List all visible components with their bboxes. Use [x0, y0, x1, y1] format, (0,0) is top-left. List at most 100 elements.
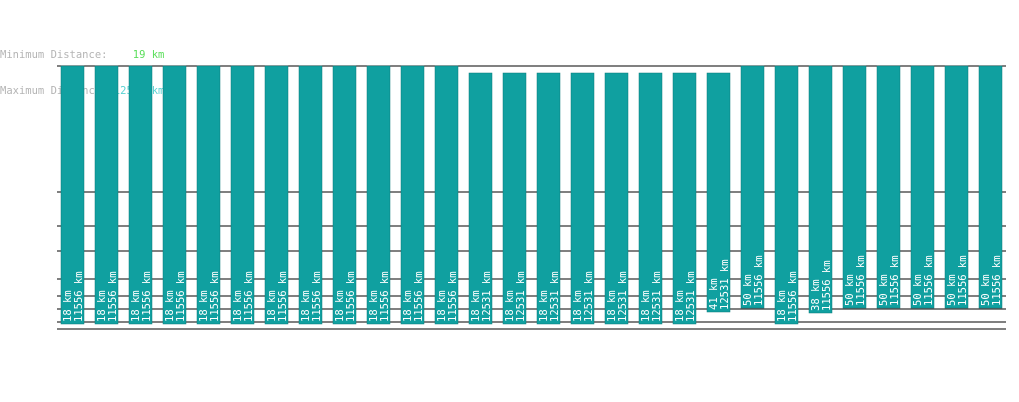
bar: 18 km 11556 km — [434, 65, 459, 325]
bar: 50 km 11556 km — [740, 65, 765, 309]
bar-high-label: 11556 km — [787, 271, 799, 322]
bar-rect — [842, 65, 867, 309]
bar-low-label: 18 km — [402, 290, 414, 322]
bar-high-label: 11556 km — [447, 271, 459, 322]
bar-rect — [298, 65, 323, 325]
bar-low-label: 18 km — [232, 290, 244, 322]
bar: 18 km 11556 km — [162, 65, 187, 325]
bar-low-label: 50 km — [742, 274, 754, 306]
bar: 18 km 11556 km — [94, 65, 119, 325]
bar-rect — [706, 72, 731, 313]
bar-high-label: 11556 km — [379, 271, 391, 322]
bar-high-label: 12531 km — [719, 259, 731, 310]
bar-rect — [400, 65, 425, 325]
bar-low-label: 50 km — [946, 274, 958, 306]
bar-low-label: 18 km — [470, 290, 482, 322]
bar-high-label: 11556 km — [753, 255, 765, 306]
bar-rect — [94, 65, 119, 325]
bar-rect — [332, 65, 357, 325]
bar-high-label: 12531 km — [651, 271, 663, 322]
bar: 18 km 12531 km — [468, 72, 493, 325]
bar-low-label: 18 km — [572, 290, 584, 322]
bar-low-label: 18 km — [538, 290, 550, 322]
bar-high-label: 11556 km — [107, 271, 119, 322]
bar-high-label: 11556 km — [821, 260, 833, 311]
bar: 18 km 12531 km — [672, 72, 697, 325]
bar-low-label: 50 km — [912, 274, 924, 306]
bar-rect — [774, 65, 799, 325]
bar-high-label: 12531 km — [617, 271, 629, 322]
bar: 18 km 12531 km — [604, 72, 629, 325]
bar-low-label: 18 km — [368, 290, 380, 322]
bar-rect — [128, 65, 153, 325]
bar-rect — [672, 72, 697, 325]
bar-high-label: 11556 km — [991, 255, 1003, 306]
bar-low-label: 38 km — [810, 279, 822, 311]
bar: 18 km 11556 km — [60, 65, 85, 325]
bar-rect — [162, 65, 187, 325]
bar-high-label: 12531 km — [481, 271, 493, 322]
bar-low-label: 50 km — [980, 274, 992, 306]
bar-high-label: 12531 km — [583, 271, 595, 322]
bar-rect — [604, 72, 629, 325]
bar-low-label: 18 km — [62, 290, 74, 322]
bar: 38 km 11556 km — [808, 65, 833, 314]
bar-low-label: 18 km — [198, 290, 210, 322]
bar: 18 km 11556 km — [230, 65, 255, 325]
bar-high-label: 11556 km — [413, 271, 425, 322]
bar-high-label: 11556 km — [141, 271, 153, 322]
bar-rect — [944, 65, 969, 309]
bar-low-label: 18 km — [504, 290, 516, 322]
bar: 18 km 12531 km — [638, 72, 663, 325]
bar-high-label: 11556 km — [311, 271, 323, 322]
min-distance-label: Minimum Distance: — [0, 49, 108, 61]
bar-low-label: 18 km — [130, 290, 142, 322]
min-distance-row: Minimum Distance: 19 km — [0, 49, 164, 61]
bar: 18 km 12531 km — [570, 72, 595, 325]
bar: 18 km 11556 km — [264, 65, 289, 325]
bar: 50 km 11556 km — [876, 65, 901, 309]
bar-high-label: 11556 km — [175, 271, 187, 322]
bar-rect — [196, 65, 221, 325]
bar-low-label: 50 km — [878, 274, 890, 306]
bar: 41 km 12531 km — [706, 72, 731, 313]
bar-low-label: 18 km — [606, 290, 618, 322]
bar: 18 km 11556 km — [298, 65, 323, 325]
bar-high-label: 12531 km — [549, 271, 561, 322]
bar: 18 km 11556 km — [332, 65, 357, 325]
bar: 50 km 11556 km — [944, 65, 969, 309]
bar: 18 km 11556 km — [196, 65, 221, 325]
bar-rect — [808, 65, 833, 314]
bar-low-label: 41 km — [708, 278, 720, 310]
min-distance-value: 19 km — [132, 49, 165, 61]
bar-rect — [740, 65, 765, 309]
bar: 18 km 11556 km — [774, 65, 799, 325]
bar: 50 km 11556 km — [910, 65, 935, 309]
bar-low-label: 18 km — [674, 290, 686, 322]
bar-rect — [638, 72, 663, 325]
bar-rect — [910, 65, 935, 309]
bar-high-label: 11556 km — [923, 255, 935, 306]
bar: 50 km 11556 km — [842, 65, 867, 309]
bar-high-label: 11556 km — [855, 255, 867, 306]
bar-low-label: 18 km — [776, 290, 788, 322]
bar-low-label: 18 km — [96, 290, 108, 322]
bar-high-label: 11556 km — [957, 255, 969, 306]
bar-low-label: 18 km — [640, 290, 652, 322]
bar-low-label: 50 km — [844, 274, 856, 306]
bar-high-label: 11556 km — [73, 271, 85, 322]
bar: 18 km 12531 km — [536, 72, 561, 325]
bar-rect — [876, 65, 901, 309]
bar-high-label: 11556 km — [345, 271, 357, 322]
bar: 50 km 11556 km — [978, 65, 1003, 309]
bar: 18 km 12531 km — [502, 72, 527, 325]
bar-rect — [366, 65, 391, 325]
bar-rect — [978, 65, 1003, 309]
bar-high-label: 11556 km — [277, 271, 289, 322]
bar-high-label: 11556 km — [209, 271, 221, 322]
bar-rect — [434, 65, 459, 325]
bar-low-label: 18 km — [164, 290, 176, 322]
bar-rect — [264, 65, 289, 325]
bar-high-label: 12531 km — [515, 271, 527, 322]
